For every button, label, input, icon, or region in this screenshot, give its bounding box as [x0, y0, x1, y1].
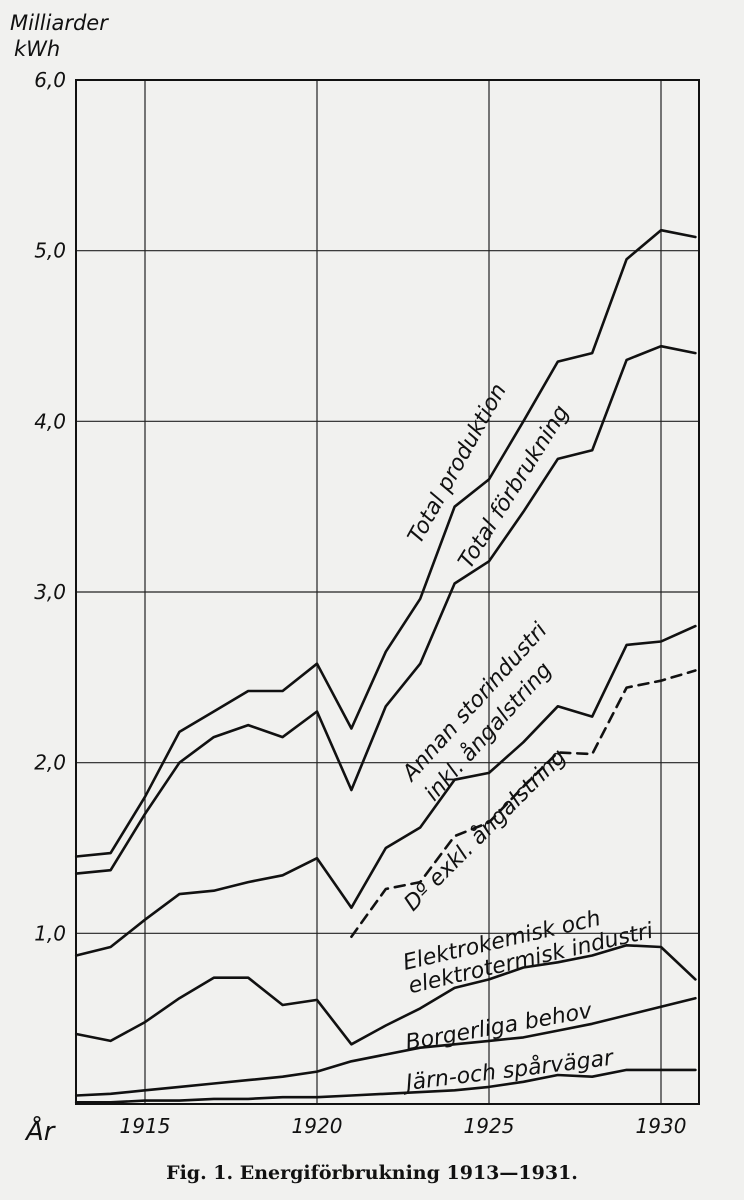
- x-axis-label: År: [24, 1115, 57, 1147]
- series-line-2: [74, 624, 697, 957]
- y-tick-labels: 1,0 2,0 3,0 4,0 5,0 6,0: [34, 68, 66, 945]
- series-line-1: [74, 344, 697, 875]
- y-tick-label: 6,0: [34, 68, 66, 92]
- series-group: [74, 228, 697, 1104]
- y-axis-unit-label-2: kWh: [14, 37, 60, 61]
- x-tick-labels: 1915 1920 1925 1930: [120, 1114, 687, 1138]
- series-line-0: [74, 228, 697, 858]
- y-axis-unit-label-1: Milliarder: [10, 11, 109, 35]
- x-tick-label: 1915: [120, 1114, 171, 1138]
- y-tick-label: 2,0: [34, 751, 66, 775]
- figure-caption: Fig. 1. Energiförbrukning 1913—1931.: [166, 1162, 578, 1184]
- y-tick-label: 5,0: [34, 239, 66, 263]
- y-tick-label: 1,0: [34, 921, 66, 945]
- x-tick-label: 1930: [636, 1114, 687, 1138]
- x-tick-label: 1925: [464, 1114, 515, 1138]
- series-line-4: [74, 944, 697, 1046]
- series-line-5: [74, 996, 697, 1097]
- y-tick-label: 4,0: [34, 409, 66, 433]
- y-tick-label: 3,0: [34, 580, 66, 604]
- plot-frame: [75, 79, 700, 1105]
- x-tick-label: 1920: [292, 1114, 343, 1138]
- series-line-6: [74, 1068, 697, 1104]
- series-line-3: [350, 669, 697, 938]
